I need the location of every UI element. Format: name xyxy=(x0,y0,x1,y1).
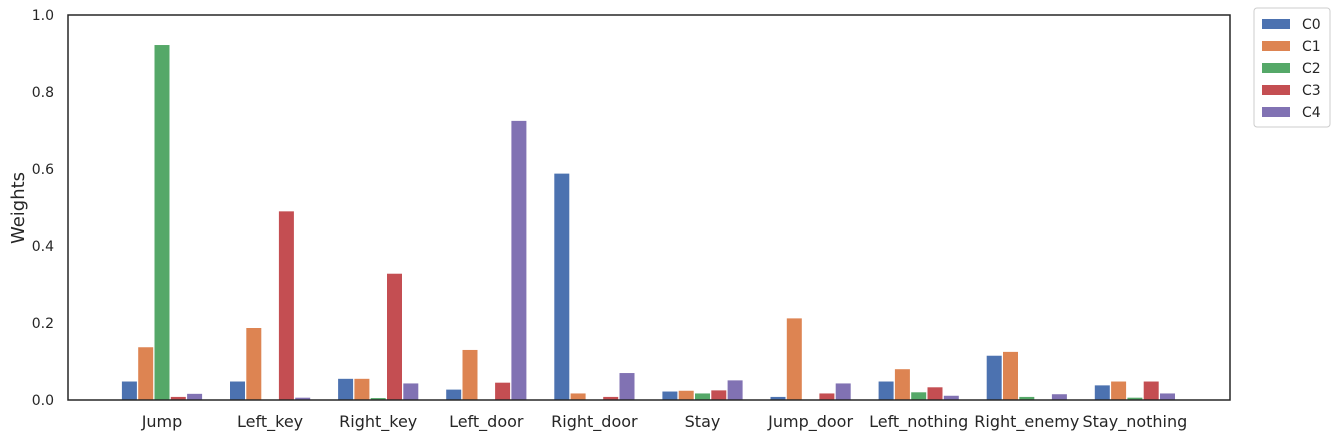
x-tick-label: Right_key xyxy=(339,412,417,432)
bar-c1-jump-door xyxy=(786,318,802,400)
bar-c1-left-nothing xyxy=(894,369,910,400)
bar-c0-right-key xyxy=(338,378,354,400)
bar-c2-stay-nothing xyxy=(1127,397,1143,400)
bar-c2-right-enemy xyxy=(1019,396,1035,400)
bars-layer xyxy=(121,45,1175,401)
x-tick-label: Left_door xyxy=(449,412,524,432)
bar-c3-left-door xyxy=(495,382,511,400)
bar-c1-right-enemy xyxy=(1003,351,1018,401)
y-tick-label: 0.0 xyxy=(32,393,54,409)
bar-c1-jump xyxy=(138,347,154,400)
bar-c4-left-door xyxy=(511,120,527,401)
x-tick-label: Right_enemy xyxy=(974,412,1079,432)
bar-c0-left-key xyxy=(230,381,245,400)
bar-c4-right-enemy xyxy=(1051,394,1067,400)
bar-c1-right-key xyxy=(354,378,370,400)
bar-c4-left-key xyxy=(295,397,311,400)
bar-c2-right-key xyxy=(370,398,386,400)
legend-label-c0: C0 xyxy=(1302,17,1321,33)
bar-c3-stay xyxy=(711,390,727,401)
plot-frame xyxy=(67,14,1231,401)
bar-c0-right-enemy xyxy=(986,355,1002,400)
y-tick-label: 0.8 xyxy=(32,85,54,101)
bar-c1-right-door xyxy=(570,393,586,400)
y-axis-label: Weights xyxy=(8,172,29,244)
x-axis-ticks: Jump Left_key Right_key Left_door Right_door… xyxy=(141,412,1188,432)
legend-label-c2: C2 xyxy=(1302,61,1321,77)
bar-c4-stay-nothing xyxy=(1160,393,1175,400)
bar-c4-left-nothing xyxy=(943,395,959,400)
bar-c1-left-key xyxy=(246,328,262,400)
bar-c0-left-nothing xyxy=(878,381,894,400)
x-tick-label: Jump xyxy=(141,412,183,431)
bar-c0-left-door xyxy=(446,389,462,400)
bar-c3-stay-nothing xyxy=(1143,381,1159,400)
x-tick-label: Left_nothing xyxy=(869,412,968,432)
bar-c1-stay-nothing xyxy=(1111,381,1127,400)
y-tick-label: 0.6 xyxy=(32,162,54,178)
legend-swatch-c2 xyxy=(1262,63,1290,73)
bar-c0-jump-door xyxy=(770,396,786,400)
bar-c3-right-key xyxy=(387,273,402,400)
legend-label-c4: C4 xyxy=(1302,105,1321,121)
x-tick-label: Left_key xyxy=(237,412,303,432)
bar-c4-right-door xyxy=(619,373,635,400)
bar-c3-left-key xyxy=(278,211,294,400)
y-tick-label: 1.0 xyxy=(32,8,54,24)
x-tick-label: Stay_nothing xyxy=(1083,412,1188,432)
bar-c0-jump xyxy=(121,381,137,400)
bar-c1-left-door xyxy=(462,349,478,400)
bar-c2-jump xyxy=(154,45,170,400)
x-tick-label: Right_door xyxy=(551,412,638,432)
bar-c4-jump xyxy=(187,393,203,400)
legend-swatch-c1 xyxy=(1262,41,1290,51)
x-tick-label: Stay xyxy=(685,412,721,431)
bar-c4-jump-door xyxy=(835,383,851,400)
bar-c4-right-key xyxy=(403,383,419,400)
bar-c3-right-door xyxy=(603,396,619,400)
y-axis-ticks: 0.0 0.2 0.4 0.6 0.8 1.0 xyxy=(32,8,54,409)
legend-swatch-c3 xyxy=(1262,85,1290,95)
bar-c2-left-nothing xyxy=(911,392,927,400)
legend: C0 C1 C2 C3 C4 xyxy=(1253,7,1331,128)
y-tick-label: 0.2 xyxy=(32,316,54,332)
legend-label-c3: C3 xyxy=(1302,83,1321,99)
bar-c2-stay xyxy=(695,393,710,400)
bar-c1-stay xyxy=(678,390,694,400)
legend-frame xyxy=(1253,7,1331,128)
legend-swatch-c4 xyxy=(1262,107,1290,117)
bar-c0-right-door xyxy=(554,173,570,400)
legend-swatch-c0 xyxy=(1262,19,1290,29)
bar-c3-jump xyxy=(170,396,186,400)
bar-c0-stay-nothing xyxy=(1094,385,1110,400)
x-tick-label: Jump_door xyxy=(767,412,853,432)
y-tick-label: 0.4 xyxy=(32,239,54,255)
legend-label-c1: C1 xyxy=(1302,39,1321,55)
bar-c4-stay xyxy=(727,380,743,400)
bar-c3-left-nothing xyxy=(927,387,943,400)
bar-c0-stay xyxy=(662,391,678,400)
bar-c3-jump-door xyxy=(819,393,835,400)
